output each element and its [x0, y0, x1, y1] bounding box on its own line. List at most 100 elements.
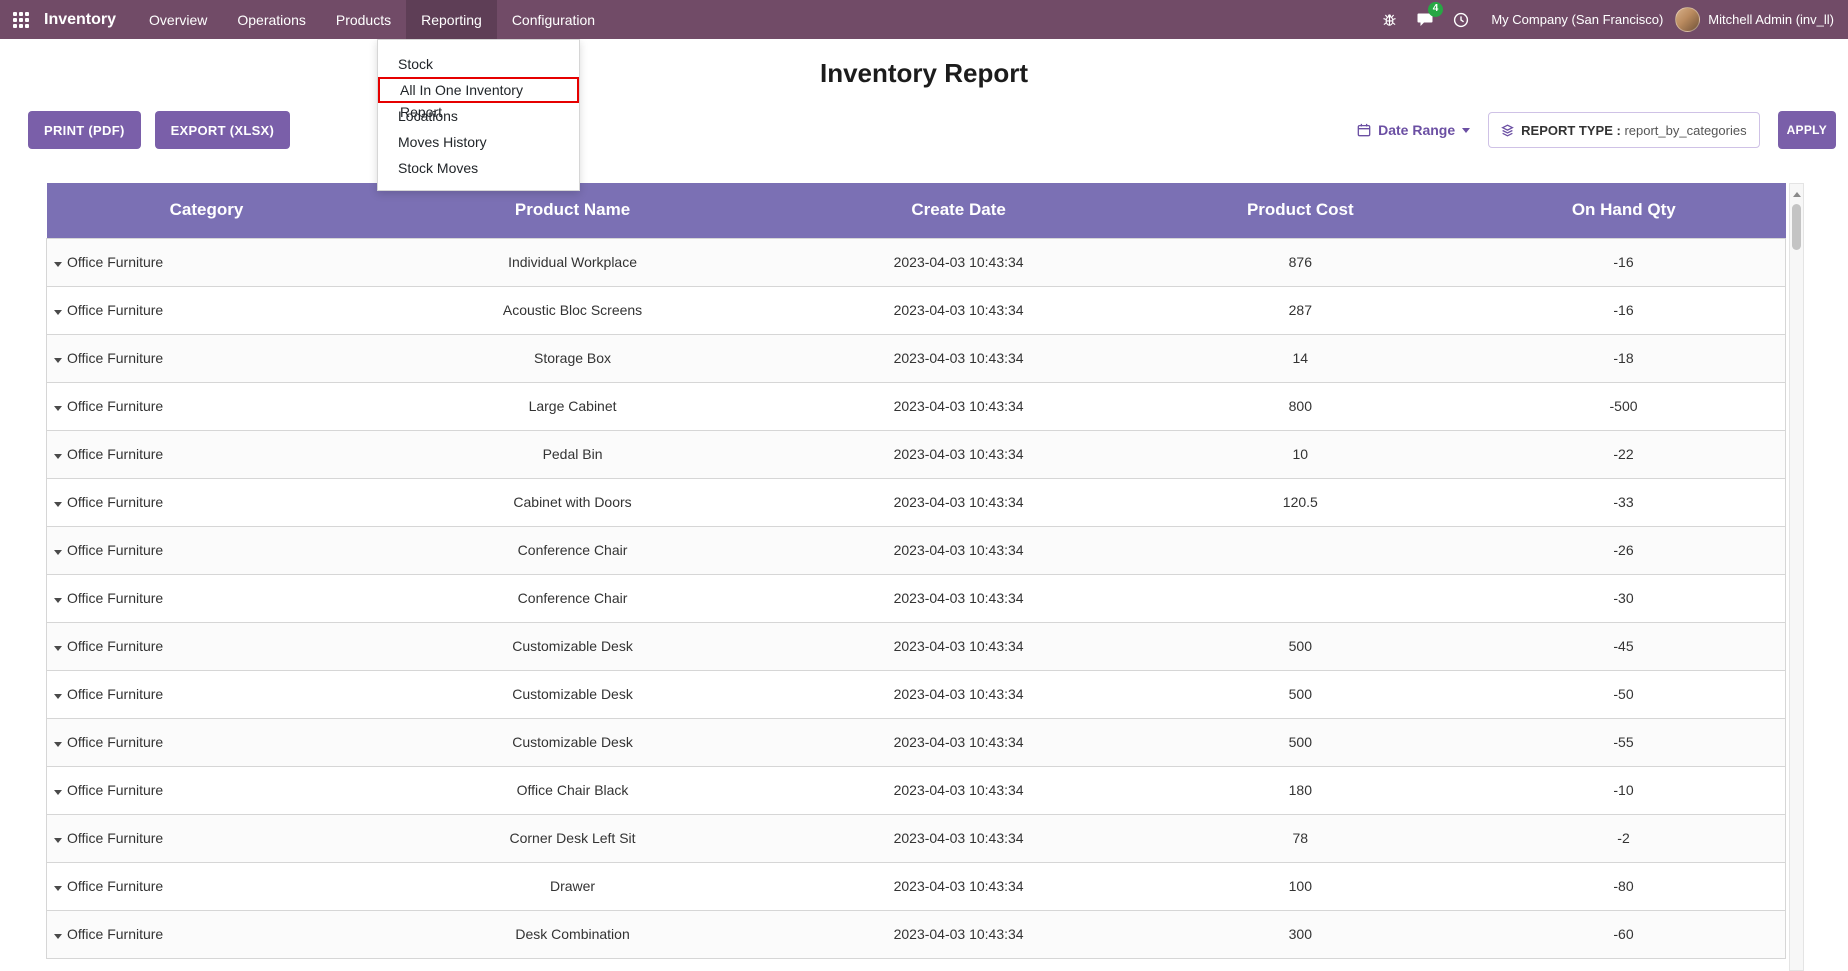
- table-row: Office Furniture Large Cabinet 2023-04-03 …: [46, 382, 1786, 430]
- menu-item-stock-moves[interactable]: Stock Moves: [398, 160, 479, 176]
- menu-item-moves-history[interactable]: Moves History: [398, 134, 487, 150]
- product-name-cell: Conference Chair: [517, 542, 628, 558]
- caret-down-icon: [54, 838, 62, 843]
- export-actions: PRINT (PDF) EXPORT (XLSX): [28, 111, 291, 149]
- app-name[interactable]: Inventory: [44, 10, 117, 28]
- category-cell[interactable]: Office Furniture: [47, 478, 367, 526]
- category-cell[interactable]: Office Furniture: [47, 862, 367, 910]
- product-cost-cell: 14: [1292, 350, 1309, 366]
- date-range-label: Date Range: [1378, 122, 1456, 138]
- product-name-cell: Customizable Desk: [512, 638, 633, 654]
- category-cell[interactable]: Office Furniture: [47, 430, 367, 478]
- category-cell[interactable]: Office Furniture: [47, 334, 367, 382]
- table-row: Office Furniture Storage Box 2023-04-03 10…: [46, 334, 1786, 382]
- top-navbar: Inventory Overview Operations Products Repo…: [0, 0, 1848, 39]
- table-body: Office Furniture Individual Workplace 2023…: [46, 238, 1786, 958]
- apps-grid-icon[interactable]: [0, 0, 42, 39]
- on-hand-qty-cell: -2: [1617, 830, 1630, 846]
- menu-item-stock[interactable]: Stock: [398, 56, 434, 72]
- create-date-cell: 2023-04-03 10:43:34: [893, 878, 1024, 894]
- category-cell[interactable]: Office Furniture: [47, 670, 367, 718]
- product-name-cell: Office Chair Black: [516, 782, 629, 798]
- report-type-filter[interactable]: REPORT TYPE : report_by_categories: [1488, 112, 1760, 148]
- category-cell[interactable]: Office Furniture: [47, 286, 367, 334]
- chevron-down-icon: [1462, 127, 1471, 133]
- table-row: Office Furniture Drawer 2023-04-03 10:43:3…: [46, 862, 1786, 910]
- product-cost-cell: [1139, 574, 1462, 622]
- user-menu[interactable]: Mitchell Admin (inv_ll): [1675, 0, 1834, 39]
- category-cell[interactable]: Office Furniture: [47, 814, 367, 862]
- product-cost-cell: 500: [1288, 686, 1312, 702]
- create-date-cell: 2023-04-03 10:43:34: [893, 590, 1024, 606]
- main-menu: Overview Operations Products Reporting Confi…: [134, 0, 610, 39]
- export-xlsx-button[interactable]: EXPORT (XLSX): [154, 111, 291, 149]
- report-type-icon: [1501, 123, 1514, 137]
- product-cost-cell: 287: [1288, 302, 1312, 318]
- bug-icon[interactable]: [1371, 0, 1407, 39]
- product-name-cell: Customizable Desk: [512, 734, 633, 750]
- on-hand-qty-cell: -33: [1613, 494, 1634, 510]
- page-title: Inventory Report: [819, 58, 1029, 88]
- on-hand-qty-cell: -22: [1613, 446, 1634, 462]
- caret-down-icon: [54, 262, 62, 267]
- product-name-cell: Pedal Bin: [542, 446, 603, 462]
- inventory-report-table: Category Product Name Create Date Product C…: [46, 183, 1786, 971]
- product-name-cell: Drawer: [549, 878, 596, 894]
- caret-down-icon: [54, 694, 62, 699]
- column-header-category: Category: [46, 183, 367, 238]
- on-hand-qty-cell: -16: [1613, 302, 1634, 318]
- on-hand-qty-cell: -80: [1613, 878, 1634, 894]
- messages-count-badge: 4: [1427, 2, 1444, 17]
- table-row: Office Furniture Conference Chair 2023-04-…: [46, 574, 1786, 622]
- category-cell[interactable]: Office Furniture: [47, 574, 367, 622]
- nav-item-reporting[interactable]: Reporting: [406, 0, 497, 39]
- product-name-cell: Conference Chair: [517, 590, 628, 606]
- category-cell[interactable]: Office Furniture: [47, 622, 367, 670]
- nav-item-products[interactable]: Products: [335, 11, 392, 28]
- menu-item-all-in-one-inventory-report[interactable]: All In One Inventory Report: [378, 77, 579, 120]
- navbar-right: 4 My Company (San Francisco) Mitchell Ad…: [1371, 0, 1848, 39]
- messages-icon[interactable]: 4: [1407, 0, 1444, 39]
- caret-down-icon: [54, 310, 62, 315]
- category-cell[interactable]: Office Furniture: [47, 910, 367, 958]
- create-date-cell: 2023-04-03 10:43:34: [893, 350, 1024, 366]
- category-cell[interactable]: Office Furniture: [47, 526, 367, 574]
- category-cell[interactable]: Office Furniture: [47, 718, 367, 766]
- table-scrollbar[interactable]: [1789, 183, 1804, 971]
- category-cell[interactable]: Office Furniture: [47, 382, 367, 430]
- column-header-product-cost: Product Cost: [1138, 183, 1463, 238]
- table-row: Office Furniture Desk Combination 2023-04-…: [46, 910, 1786, 958]
- reporting-dropdown: Stock All In One Inventory Report Location…: [377, 39, 580, 191]
- column-header-product-name: Product Name: [366, 183, 779, 238]
- column-header-create-date: Create Date: [778, 183, 1139, 238]
- date-range-button[interactable]: Date Range: [1357, 122, 1471, 138]
- filter-controls: Date Range REPORT TYPE : report_by_categ…: [1357, 111, 1836, 149]
- on-hand-qty-cell: -45: [1613, 638, 1634, 654]
- nav-item-configuration[interactable]: Configuration: [511, 11, 596, 28]
- print-pdf-button[interactable]: PRINT (PDF): [28, 111, 141, 149]
- scrollbar-thumb[interactable]: [1792, 204, 1801, 250]
- calendar-icon: [1357, 123, 1371, 137]
- create-date-cell: 2023-04-03 10:43:34: [893, 494, 1024, 510]
- activities-clock-icon[interactable]: [1443, 0, 1479, 39]
- table-row: Office Furniture Cabinet with Doors 2023-0…: [46, 478, 1786, 526]
- nav-item-overview[interactable]: Overview: [149, 11, 208, 28]
- on-hand-qty-cell: -55: [1613, 734, 1634, 750]
- category-cell[interactable]: Office Furniture: [47, 238, 367, 286]
- apply-button[interactable]: APPLY: [1777, 111, 1836, 149]
- scroll-up-arrow[interactable]: [1790, 188, 1803, 200]
- controls-row: PRINT (PDF) EXPORT (XLSX) Date Range REP…: [28, 108, 1836, 152]
- create-date-cell: 2023-04-03 10:43:34: [893, 686, 1024, 702]
- caret-down-icon: [54, 358, 62, 363]
- category-cell[interactable]: Office Furniture: [47, 766, 367, 814]
- on-hand-qty-cell: -18: [1613, 350, 1634, 366]
- product-cost-cell: 78: [1292, 830, 1309, 846]
- product-name-cell: Large Cabinet: [528, 398, 617, 414]
- menu-item-locations[interactable]: Locations: [398, 108, 458, 124]
- nav-item-operations[interactable]: Operations: [237, 11, 306, 28]
- table-row: Office Furniture Acoustic Bloc Screens 202…: [46, 286, 1786, 334]
- company-switcher[interactable]: My Company (San Francisco): [1491, 12, 1664, 27]
- caret-down-icon: [54, 646, 62, 651]
- create-date-cell: 2023-04-03 10:43:34: [893, 830, 1024, 846]
- product-name-cell: Acoustic Bloc Screens: [502, 302, 643, 318]
